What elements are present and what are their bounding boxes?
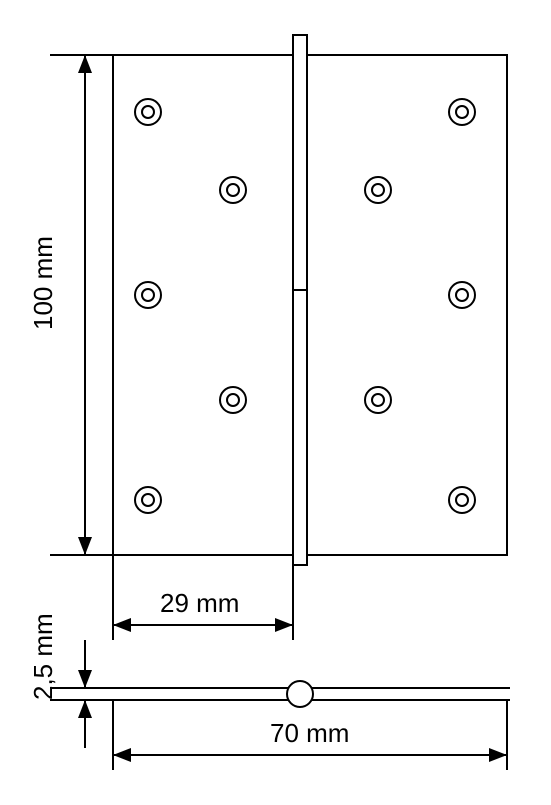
screw-hole: [135, 487, 161, 513]
screw-hole: [135, 99, 161, 125]
dimension-leaf-29mm: 29 mm: [113, 555, 293, 640]
screw-hole: [449, 99, 475, 125]
dimension-label: 29 mm: [160, 588, 239, 618]
screws-left: [135, 99, 246, 513]
hinge-front-view: [113, 35, 507, 565]
dimension-label: 2,5 mm: [28, 613, 58, 700]
screw-hole: [220, 387, 246, 413]
screw-hole: [220, 177, 246, 203]
dimension-thickness-2-5mm: 2,5 mm: [28, 613, 110, 748]
screw-hole: [135, 282, 161, 308]
hinge-technical-drawing: 100 mm 29 mm 2,5 mm 70 mm: [0, 0, 551, 805]
screw-hole: [365, 177, 391, 203]
screws-right: [365, 99, 475, 513]
dimension-width-70mm: 70 mm: [113, 700, 507, 770]
hinge-side-view: [110, 681, 510, 707]
screw-hole: [365, 387, 391, 413]
dimension-height-100mm: 100 mm: [28, 55, 113, 555]
screw-hole: [449, 282, 475, 308]
screw-hole: [449, 487, 475, 513]
dimension-label: 100 mm: [28, 236, 58, 330]
dimension-label: 70 mm: [270, 718, 349, 748]
